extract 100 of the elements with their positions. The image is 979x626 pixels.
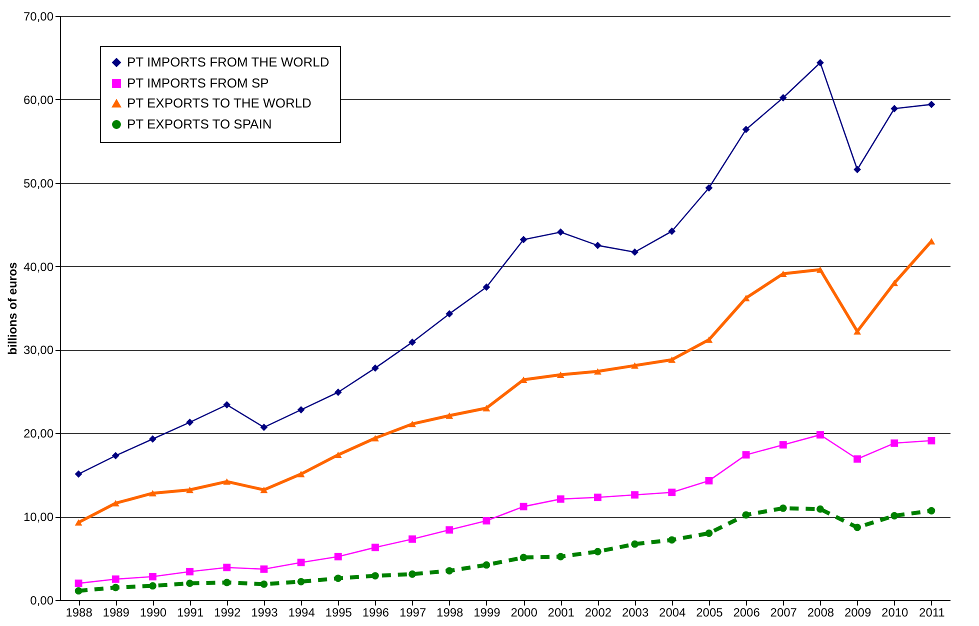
point [520, 502, 528, 510]
x-tick-label: 1992 [214, 606, 242, 620]
point [705, 184, 713, 192]
x-tick-label: 2004 [659, 606, 686, 620]
x-tick-label: 2001 [548, 606, 575, 620]
point [372, 364, 379, 372]
point [149, 490, 156, 496]
point [446, 526, 454, 534]
point [668, 536, 676, 544]
point [854, 328, 861, 335]
point [779, 504, 787, 512]
point [594, 368, 602, 375]
point [408, 535, 416, 543]
point [260, 580, 268, 588]
point [74, 470, 82, 478]
point [816, 505, 824, 513]
point [779, 441, 787, 449]
point [223, 578, 231, 586]
point [223, 564, 231, 572]
point [297, 578, 305, 586]
y-tick-label: 0,00 [30, 594, 54, 608]
point [556, 228, 564, 236]
point [890, 104, 898, 112]
point [705, 336, 713, 343]
point [816, 266, 824, 273]
point [372, 434, 379, 442]
y-tick-label: 60,00 [23, 92, 54, 107]
y-axis-title: billions of euros [5, 262, 20, 355]
point [742, 451, 750, 459]
x-tick-label: 2008 [807, 606, 834, 620]
x-tick-label: 1996 [362, 606, 390, 620]
point [408, 338, 416, 346]
x-tick-label: 1988 [66, 606, 93, 620]
point [854, 524, 861, 532]
point [408, 570, 416, 578]
point [74, 519, 82, 526]
x-tick-label: 1997 [399, 606, 426, 620]
point [816, 59, 824, 66]
point [186, 486, 194, 494]
x-tick-label: 2007 [770, 606, 798, 620]
x-tick-label: 1999 [474, 606, 501, 620]
legend-label: PT IMPORTS FROM SP [127, 76, 269, 90]
point [223, 401, 231, 408]
point [334, 574, 342, 582]
point [334, 452, 342, 458]
x-tick-label: 2003 [622, 606, 649, 620]
x-tick-label: 2002 [584, 606, 612, 620]
point [890, 280, 898, 286]
point [928, 100, 936, 108]
point [556, 495, 564, 503]
point [334, 552, 342, 560]
x-tick-label: 1990 [140, 606, 167, 620]
point [631, 362, 638, 369]
point [482, 517, 490, 524]
legend-label: PT EXPORTS TO THE WORLD [127, 96, 312, 110]
point [446, 567, 454, 574]
x-tick-label: 2000 [510, 606, 538, 620]
point [705, 530, 713, 537]
point [890, 512, 898, 520]
x-tick-label: 2006 [733, 606, 760, 620]
point [742, 511, 750, 519]
point [74, 580, 82, 588]
point [260, 486, 268, 494]
x-tick-label: 2009 [844, 606, 872, 620]
point [556, 552, 564, 560]
point [149, 435, 156, 443]
x-tick-label: 1995 [325, 606, 352, 620]
point [854, 455, 861, 463]
y-tick-label: 50,00 [23, 176, 54, 190]
y-tick-label: 70,00 [23, 10, 54, 24]
x-tick-label: 1998 [436, 606, 464, 620]
point [482, 561, 490, 569]
point [779, 94, 787, 102]
point [297, 406, 305, 414]
point [446, 310, 454, 318]
point [668, 488, 676, 496]
point [816, 431, 824, 439]
point [112, 575, 120, 583]
x-tick-label: 1993 [251, 606, 278, 620]
point [668, 228, 676, 235]
point [260, 565, 268, 573]
point [112, 452, 120, 460]
point [594, 494, 602, 502]
y-tick-label: 20,00 [23, 426, 54, 441]
point [854, 166, 861, 174]
point [705, 476, 713, 484]
y-tick-label: 40,00 [23, 260, 54, 274]
point [372, 544, 379, 552]
point [297, 470, 305, 478]
point [446, 412, 454, 419]
point [594, 242, 602, 250]
point [556, 372, 564, 378]
x-tick-label: 2005 [696, 606, 724, 620]
point [260, 424, 268, 432]
x-tick-label: 2011 [919, 606, 946, 620]
point [631, 540, 638, 548]
x-tick-label: 1989 [102, 606, 130, 620]
x-tick-label: 1991 [176, 606, 204, 620]
point [520, 554, 528, 562]
point [149, 582, 156, 590]
